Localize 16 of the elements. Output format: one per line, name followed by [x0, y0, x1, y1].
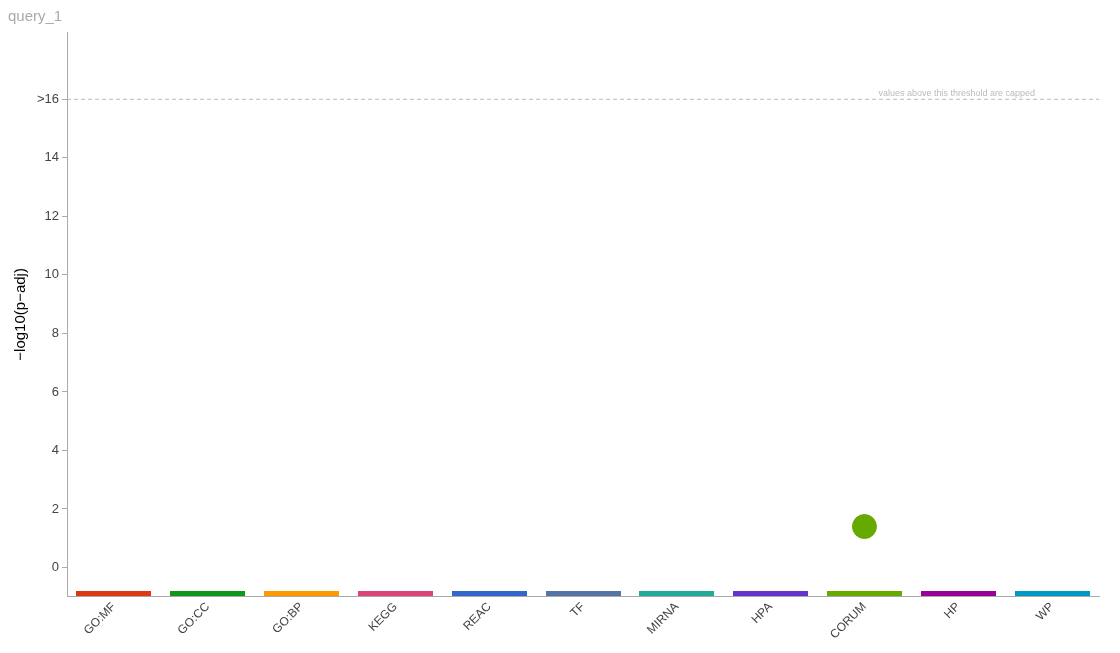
x-tick-label: HP [941, 599, 963, 622]
y-tick-label: 2 [51, 500, 60, 516]
x-tick-label: HPA [748, 599, 776, 627]
x-tick-label: WP [1032, 599, 1057, 623]
y-tick-label: 8 [51, 324, 60, 340]
y-tick-label: >16 [36, 90, 60, 106]
y-tick-label: 0 [51, 559, 60, 575]
y-axis-title: −log10(p−adj) [11, 268, 29, 361]
y-tick-label: 10 [44, 266, 60, 282]
ref-line-label: values above this threshold are capped [878, 88, 1035, 99]
y-tick-label: 4 [51, 442, 60, 458]
y-tick-label: 6 [51, 383, 60, 399]
x-tick-label: TF [567, 599, 588, 620]
y-tick-label: 14 [44, 149, 60, 165]
y-tick-label: 12 [44, 207, 60, 223]
chart-title: query_1 [8, 7, 63, 25]
